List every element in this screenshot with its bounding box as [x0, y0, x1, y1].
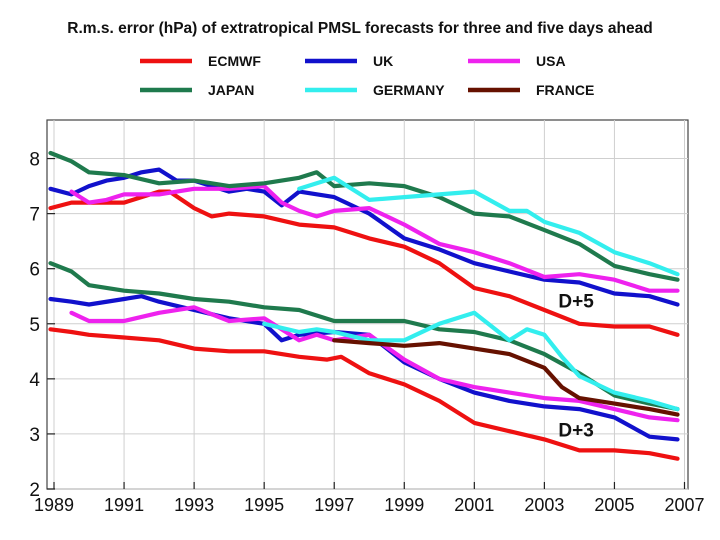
- legend-label-usa: USA: [536, 53, 566, 69]
- y-tick-label: 3: [29, 425, 40, 446]
- x-tick-label: 1999: [384, 495, 424, 515]
- axis-ticks: 1989 1991 1993 1995 1997 1999 2001 2003 2005 2007…: [29, 150, 704, 515]
- y-tick-label: 7: [29, 205, 40, 226]
- series-france-d-3: [332, 338, 680, 417]
- y-tick-label: 8: [29, 150, 40, 171]
- series-uk-d-5: [48, 167, 680, 307]
- series-germany-d-5: [297, 175, 680, 277]
- legend-label-germany: GERMANY: [373, 82, 445, 98]
- annotations: D+5 D+3: [558, 291, 594, 441]
- x-tick-label: 2003: [524, 495, 564, 515]
- series-usa-d-5: [69, 184, 680, 293]
- series-ecmwf-d-5: [48, 189, 680, 337]
- y-tick-label: 6: [29, 260, 40, 281]
- grid: [47, 120, 688, 490]
- y-tick-label: 4: [29, 370, 40, 391]
- chart-title: R.m.s. error (hPa) of extratropical PMSL…: [67, 20, 653, 37]
- annotation-d-3: D+3: [558, 421, 593, 442]
- x-tick-label: 1993: [174, 495, 214, 515]
- legend-label-uk: UK: [373, 53, 393, 69]
- series-ecmwf-d-3: [48, 327, 680, 461]
- series-germany-d-3: [262, 310, 680, 412]
- x-tick-label: 1991: [104, 495, 144, 515]
- legend-label-ecmwf: ECMWF: [208, 53, 261, 69]
- x-tick-label: 2001: [454, 495, 494, 515]
- legend-label-japan: JAPAN: [208, 82, 254, 98]
- x-tick-label: 2007: [664, 495, 704, 515]
- series-japan-d-5: [48, 150, 680, 282]
- x-tick-label: 2005: [594, 495, 634, 515]
- x-tick-label: 1997: [314, 495, 354, 515]
- annotation-d-5: D+5: [558, 291, 594, 312]
- legend-label-france: FRANCE: [536, 82, 594, 98]
- legend: ECMWF UK USA JAPAN GERMANY FRANCE: [140, 53, 594, 98]
- x-tick-label: 1995: [244, 495, 284, 515]
- y-tick-label: 5: [29, 315, 40, 336]
- series-group: [48, 150, 680, 461]
- y-tick-label: 2: [29, 480, 40, 501]
- x-tick-label: 1989: [34, 495, 74, 515]
